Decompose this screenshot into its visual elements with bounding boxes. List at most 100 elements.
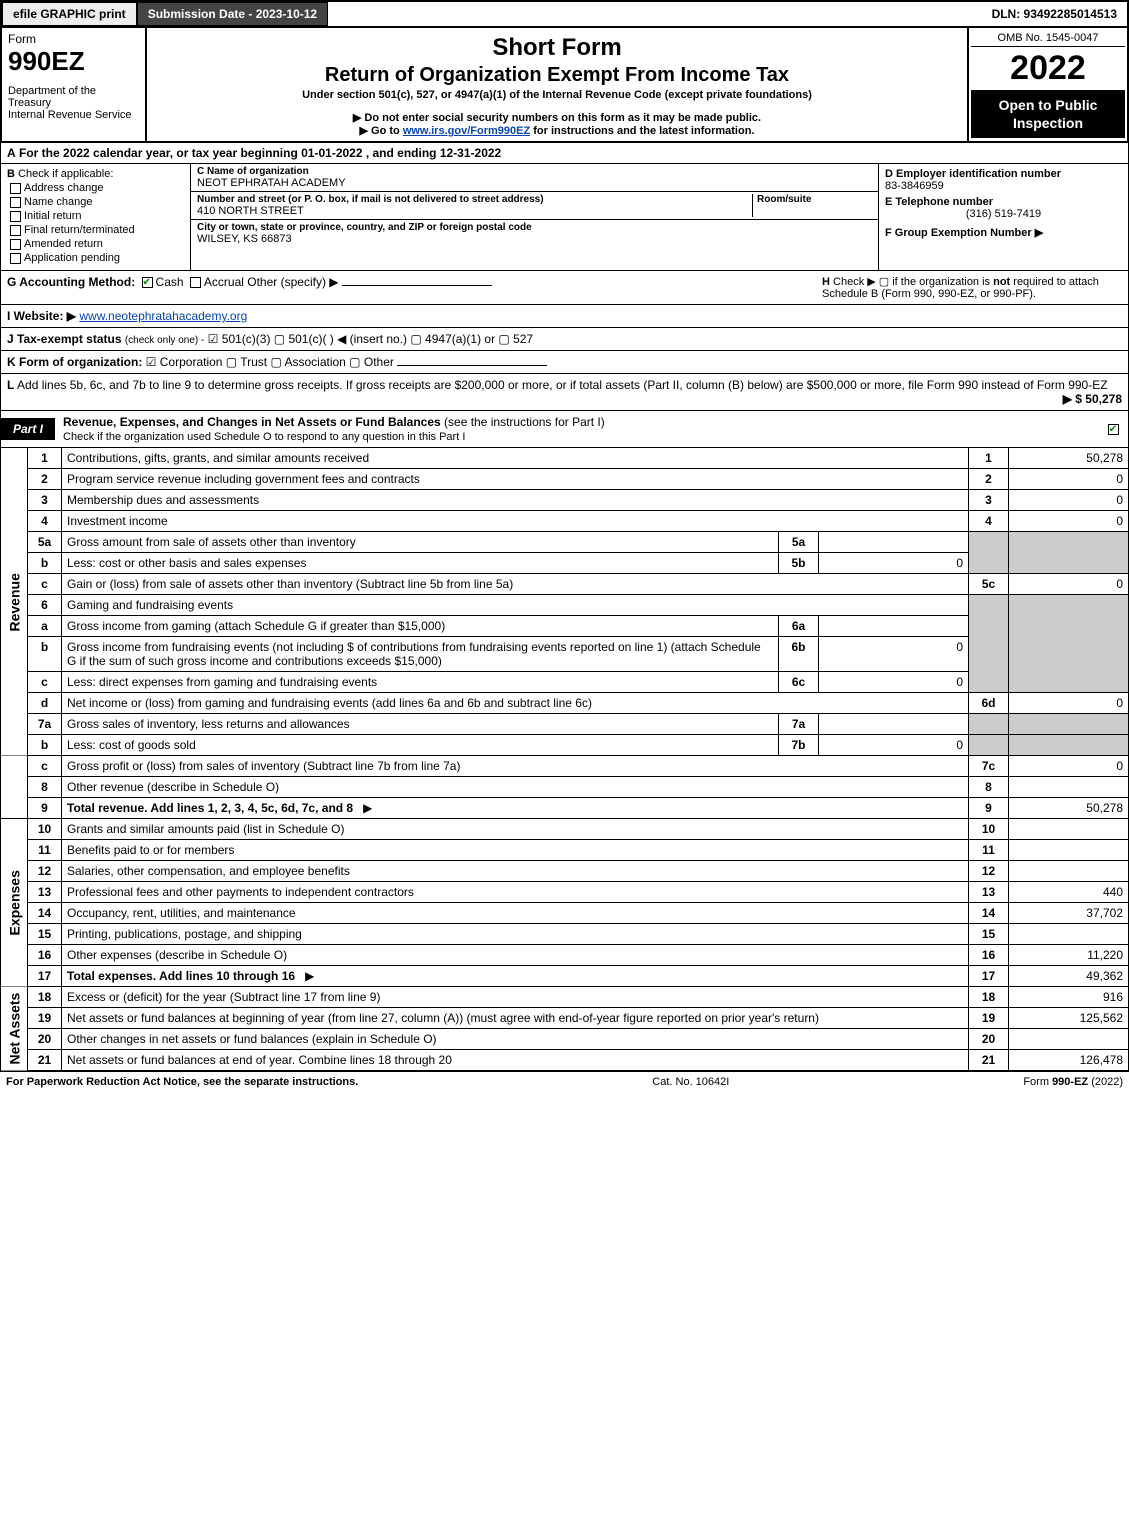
line-20-desc: Other changes in net assets or fund bala…: [67, 1032, 437, 1046]
line-3-desc: Membership dues and assessments: [67, 493, 259, 507]
line-17-desc: Total expenses. Add lines 10 through 16: [67, 969, 295, 983]
l-amount: ▶ $ 50,278: [1063, 392, 1122, 406]
line-16-desc: Other expenses (describe in Schedule O): [67, 948, 287, 962]
line-20-amt: [1009, 1029, 1129, 1050]
line-18-col: 18: [969, 987, 1009, 1008]
line-5c-amt: 0: [1009, 574, 1129, 595]
line-3-num: 3: [28, 490, 62, 511]
ein-value: 83-3846959: [885, 180, 1122, 192]
part1-tab: Part I: [1, 418, 55, 440]
chk-application-pending[interactable]: Application pending: [7, 252, 184, 264]
chk-amended-return[interactable]: Amended return: [7, 238, 184, 250]
line-7c-num: c: [28, 756, 62, 777]
chk-address-change[interactable]: Address change: [7, 182, 184, 194]
line-13-num: 13: [28, 882, 62, 903]
expenses-table: Expenses 10 Grants and similar amounts p…: [0, 819, 1129, 987]
part1-title: Revenue, Expenses, and Changes in Net As…: [63, 415, 441, 429]
chk-name-change[interactable]: Name change: [7, 196, 184, 208]
chk-cash[interactable]: [142, 277, 153, 288]
b-label: B: [7, 168, 15, 180]
line-6d-num: d: [28, 693, 62, 714]
title-return: Return of Organization Exempt From Incom…: [155, 64, 959, 87]
b-heading: Check if applicable:: [18, 168, 113, 180]
revenue-table: Revenue 1 Contributions, gifts, grants, …: [0, 448, 1129, 819]
submission-date-button[interactable]: Submission Date - 2023-10-12: [137, 2, 328, 26]
efile-print-button[interactable]: efile GRAPHIC print: [2, 2, 137, 26]
col-def: D Employer identification number 83-3846…: [878, 164, 1128, 270]
h-label: H: [822, 276, 830, 288]
part1-checkbox[interactable]: [1108, 424, 1119, 435]
phone-value: (316) 519-7419: [885, 208, 1122, 220]
row-a-label: A: [7, 146, 16, 160]
row-i: I Website: ▶ www.neotephratahacademy.org: [0, 305, 1129, 328]
line-12-desc: Salaries, other compensation, and employ…: [67, 864, 350, 878]
line-2-amt: 0: [1009, 469, 1129, 490]
line-18-amt: 916: [1009, 987, 1129, 1008]
line-5b-desc: Less: cost or other basis and sales expe…: [67, 556, 306, 570]
line-6a-sub: 6a: [779, 616, 819, 637]
chk-accrual[interactable]: [190, 277, 201, 288]
line-11-desc: Benefits paid to or for members: [67, 843, 234, 857]
org-name: NEOT EPHRATAH ACADEMY: [197, 177, 872, 189]
line-19-num: 19: [28, 1008, 62, 1029]
website-link[interactable]: www.neotephratahacademy.org: [79, 309, 247, 323]
section-bc-def: B Check if applicable: Address change Na…: [0, 164, 1129, 271]
line-5b-sub: 5b: [779, 553, 819, 574]
row-a: A For the 2022 calendar year, or tax yea…: [0, 143, 1129, 164]
line-7b-num: b: [28, 735, 62, 756]
page-footer: For Paperwork Reduction Act Notice, see …: [0, 1071, 1129, 1092]
line-1-desc: Contributions, gifts, grants, and simila…: [67, 451, 369, 465]
line-6b-sub: 6b: [779, 637, 819, 672]
c-name-label: C Name of organization: [197, 166, 872, 177]
line-1-col: 1: [969, 448, 1009, 469]
footer-right: Form 990-EZ (2022): [1023, 1076, 1123, 1088]
line-11-num: 11: [28, 840, 62, 861]
line-4-num: 4: [28, 511, 62, 532]
accrual-label: Accrual: [204, 275, 244, 289]
line-15-num: 15: [28, 924, 62, 945]
line-12-num: 12: [28, 861, 62, 882]
chk-final-return[interactable]: Final return/terminated: [7, 224, 184, 236]
line-7c-col: 7c: [969, 756, 1009, 777]
line-6d-desc: Net income or (loss) from gaming and fun…: [67, 696, 592, 710]
line-11-amt: [1009, 840, 1129, 861]
g-label: G Accounting Method:: [7, 275, 135, 289]
line-14-num: 14: [28, 903, 62, 924]
line-7a-sub: 7a: [779, 714, 819, 735]
line-7b-desc: Less: cost of goods sold: [67, 738, 196, 752]
line-3-amt: 0: [1009, 490, 1129, 511]
irs-link[interactable]: www.irs.gov/Form990EZ: [403, 125, 530, 137]
e-label: E Telephone number: [885, 196, 1122, 208]
line-7a-num: 7a: [28, 714, 62, 735]
line-1-num: 1: [28, 448, 62, 469]
j-label: J Tax-exempt status: [7, 332, 122, 346]
goto-line: ▶ Go to www.irs.gov/Form990EZ for instru…: [155, 124, 959, 137]
goto-pre: ▶ Go to: [360, 125, 403, 137]
k-options: ☑ Corporation ▢ Trust ▢ Association ▢ Ot…: [146, 355, 394, 369]
l-text: Add lines 5b, 6c, and 7b to line 9 to de…: [17, 378, 1108, 392]
line-5a-sv: [819, 532, 969, 553]
line-5a-desc: Gross amount from sale of assets other t…: [67, 535, 356, 549]
col-c: C Name of organization NEOT EPHRATAH ACA…: [191, 164, 878, 270]
line-5c-col: 5c: [969, 574, 1009, 595]
line-10-amt: [1009, 819, 1129, 840]
line-8-num: 8: [28, 777, 62, 798]
form-word: Form: [8, 32, 36, 46]
line-6-num: 6: [28, 595, 62, 616]
line-6d-col: 6d: [969, 693, 1009, 714]
c-addr-label: Number and street (or P. O. box, if mail…: [197, 194, 752, 205]
l-label: L: [7, 378, 14, 392]
dln-label: DLN: 93492285014513: [982, 3, 1127, 25]
line-11-col: 11: [969, 840, 1009, 861]
ssn-warning: ▶ Do not enter social security numbers o…: [155, 111, 959, 124]
chk-initial-return[interactable]: Initial return: [7, 210, 184, 222]
line-4-amt: 0: [1009, 511, 1129, 532]
d-label: D Employer identification number: [885, 168, 1122, 180]
part1-header: Part I Revenue, Expenses, and Changes in…: [0, 411, 1129, 448]
row-g-h: G Accounting Method: Cash Accrual Other …: [0, 271, 1129, 305]
expenses-side-label: Expenses: [1, 819, 28, 987]
line-6b-sv: 0: [819, 637, 969, 672]
line-5b-sv: 0: [819, 553, 969, 574]
goto-post: for instructions and the latest informat…: [530, 125, 754, 137]
line-3-col: 3: [969, 490, 1009, 511]
